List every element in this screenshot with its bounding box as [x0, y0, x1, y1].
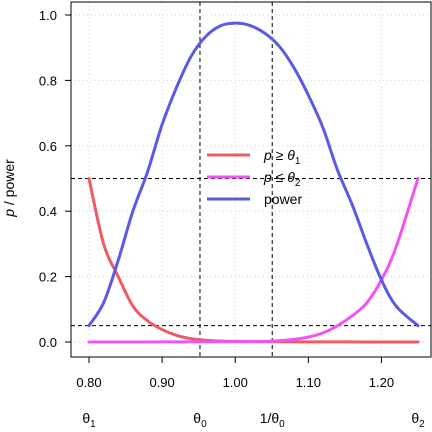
y-tick-label-2: 0.4: [39, 204, 57, 219]
x-tick-label-0: 0.80: [76, 375, 101, 390]
y-axis-title-rest: / power: [1, 159, 17, 209]
y-axis-title: p / power: [1, 159, 17, 218]
legend-label-2: power: [264, 191, 302, 207]
y-tick-label-1: 0.2: [39, 270, 57, 285]
theta-label-3: θ2: [411, 410, 425, 430]
x-tick-label-2: 1.00: [223, 375, 248, 390]
x-tick-label-1: 0.90: [149, 375, 174, 390]
x-tick-label-4: 1.20: [369, 375, 394, 390]
series-line-p2: [87, 177, 420, 344]
theta-label-1: θ0: [193, 410, 207, 430]
reference-lines: [71, 2, 431, 357]
y-tick-label-0: 0.0: [39, 335, 57, 350]
theta-labels: θ1 θ0 1/θ0 θ2: [82, 410, 425, 430]
plot-frame: [70, 1, 432, 358]
grid: [71, 2, 431, 357]
theta-label-0: θ1: [82, 410, 96, 430]
series-line-power: [87, 21, 420, 328]
legend-label-1: p ≤ θ2: [263, 169, 301, 189]
y-tick-label-3: 0.6: [39, 139, 57, 154]
axes: 0.80 0.90 1.00 1.10 1.20 0.0 0.2 0.4 0.6 0.8 1.0: [39, 8, 394, 390]
x-tick-label-3: 1.10: [296, 375, 321, 390]
y-tick-label-5: 1.0: [39, 8, 57, 23]
legend-label-0: p ≥ θ1: [263, 147, 301, 167]
theta-label-2: 1/θ0: [260, 410, 285, 430]
y-axis-title-p: p: [1, 209, 17, 218]
series-line-p1: [87, 177, 420, 344]
legend: p ≥ θ1p ≤ θ2 power: [207, 147, 302, 207]
series-lines: [87, 21, 420, 344]
y-tick-label-4: 0.8: [39, 73, 57, 88]
